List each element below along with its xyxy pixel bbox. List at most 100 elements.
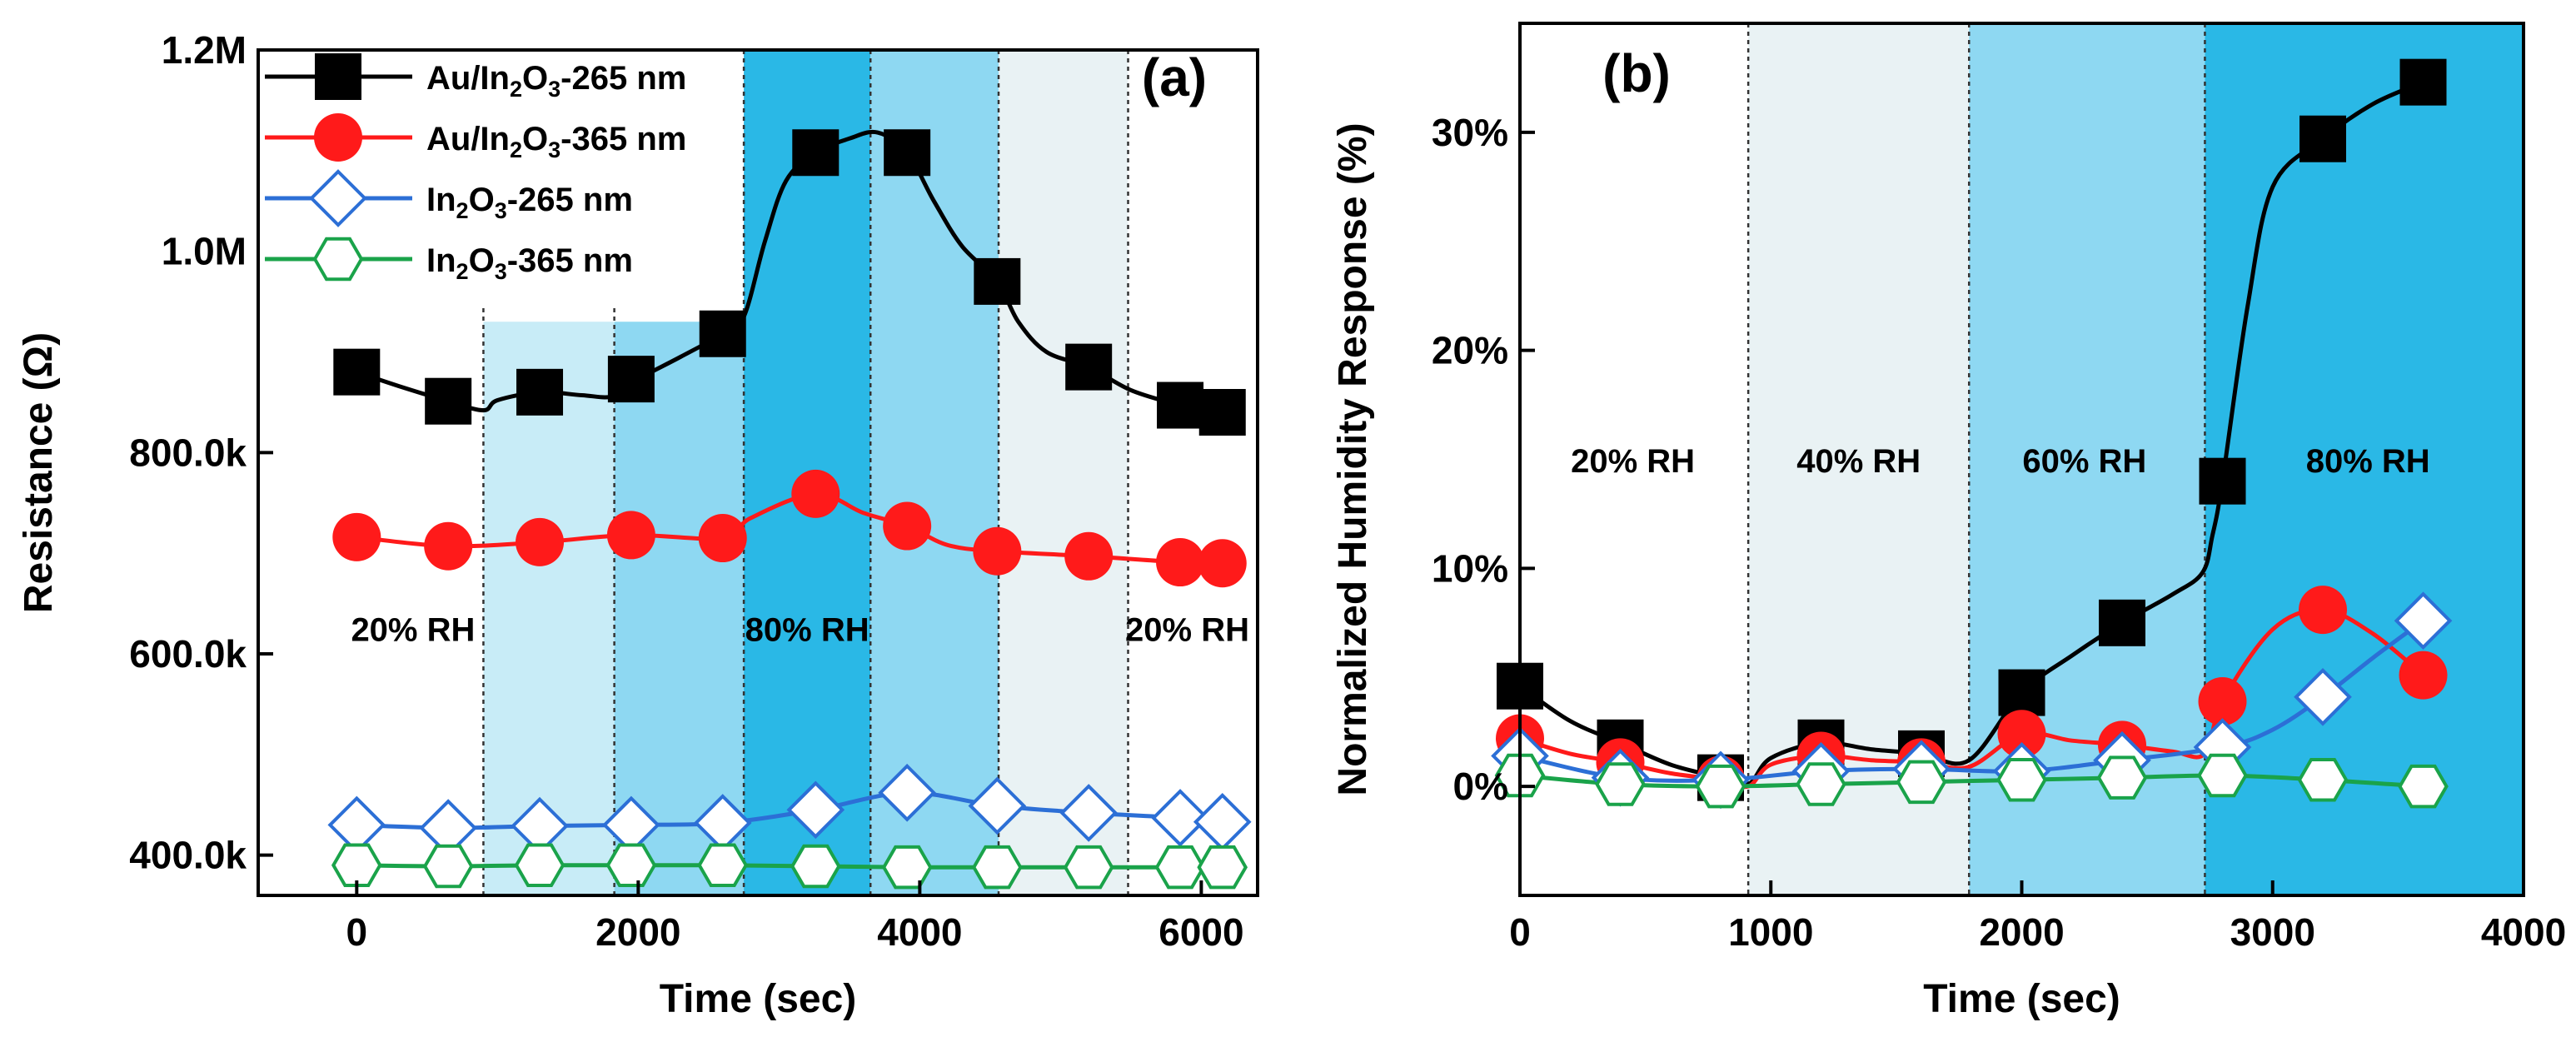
x-axis-label: Time (sec) bbox=[660, 977, 857, 1021]
data-point bbox=[1157, 381, 1204, 429]
legend-subscript: 3 bbox=[548, 77, 561, 102]
data-point bbox=[973, 526, 1022, 576]
rh-region bbox=[999, 50, 1129, 895]
data-point bbox=[332, 512, 381, 561]
data-point bbox=[2399, 58, 2447, 106]
data-point bbox=[791, 469, 840, 518]
legend-text-part: -365 nm bbox=[561, 121, 686, 157]
plot-frame bbox=[257, 48, 1259, 897]
data-point bbox=[1996, 758, 2047, 802]
data-point bbox=[605, 843, 657, 887]
y-tick-label: 1.0M bbox=[162, 230, 247, 273]
legend-text-part: In bbox=[426, 182, 456, 218]
data-point bbox=[881, 845, 933, 890]
data-point bbox=[1064, 531, 1114, 581]
series-line bbox=[1519, 607, 2425, 790]
data-point bbox=[1156, 538, 1205, 587]
data-point bbox=[792, 129, 840, 177]
data-point bbox=[1198, 389, 1246, 436]
data-point bbox=[968, 776, 1027, 835]
data-point bbox=[1193, 792, 1252, 851]
data-point bbox=[2299, 115, 2346, 162]
legend-text-part: -265 nm bbox=[561, 60, 686, 97]
rh-region bbox=[870, 50, 999, 895]
legend-subscript: 3 bbox=[495, 198, 507, 223]
rh-annotation: 20% RH bbox=[1125, 611, 1249, 648]
x-tick-label: 0 bbox=[1509, 910, 1531, 954]
data-point bbox=[786, 780, 845, 840]
data-point bbox=[2398, 764, 2449, 809]
y-tick-label: 800.0k bbox=[129, 431, 247, 474]
legend-label: In2O3-365 nm bbox=[426, 242, 633, 284]
data-point bbox=[699, 310, 746, 357]
data-point bbox=[971, 845, 1023, 890]
legend-text-part: -365 nm bbox=[507, 242, 633, 279]
legend-label: In2O3-265 nm bbox=[426, 182, 633, 223]
data-point bbox=[2096, 755, 2148, 800]
data-point bbox=[1197, 845, 1248, 890]
data-point bbox=[2294, 667, 2352, 726]
x-axis-label: Time (sec) bbox=[1923, 977, 2120, 1021]
data-point bbox=[1796, 762, 1846, 806]
x-tick-label: 2000 bbox=[1979, 910, 2064, 954]
legend-marker bbox=[312, 237, 364, 282]
legend-text-part: O bbox=[522, 121, 548, 157]
y-tick-label: 600.0k bbox=[129, 632, 247, 676]
data-point bbox=[1065, 343, 1113, 391]
x-tick-label: 4000 bbox=[877, 910, 962, 954]
data-point bbox=[1595, 762, 1646, 806]
rh-region bbox=[2205, 23, 2524, 895]
legend-text-part: O bbox=[522, 60, 548, 97]
data-point bbox=[422, 844, 474, 889]
data-point bbox=[2399, 651, 2448, 700]
x-tick-label: 1000 bbox=[1728, 910, 1813, 954]
data-point bbox=[2297, 758, 2349, 802]
x-tick-label: 0 bbox=[346, 910, 368, 954]
legend-subscript: 3 bbox=[548, 137, 561, 162]
panel-a-chart: 20% RH 80% RH 20% RH 0 2000 4000 6000 400.0k 600… bbox=[17, 28, 1259, 1021]
data-point bbox=[2197, 753, 2248, 798]
data-point bbox=[1059, 784, 1119, 842]
rh-region bbox=[483, 322, 615, 895]
x-tick-label: 4000 bbox=[2481, 910, 2566, 954]
data-point bbox=[2198, 677, 2247, 726]
data-point bbox=[516, 517, 565, 566]
data-point bbox=[1154, 845, 1206, 890]
data-point bbox=[974, 257, 1021, 305]
rh-annotation: 40% RH bbox=[1796, 443, 1921, 480]
legend-text-part: O bbox=[469, 242, 495, 279]
legend-text-part: Au/In bbox=[426, 60, 510, 97]
panel-label: (a) bbox=[1142, 47, 1207, 107]
y-axis-label: Resistance (Ω) bbox=[17, 332, 61, 613]
data-point bbox=[516, 368, 564, 416]
legend-text-part: -265 nm bbox=[507, 182, 633, 218]
data-point bbox=[883, 501, 932, 551]
y-tick-label: 10% bbox=[1432, 546, 1508, 590]
legend-subscript: 2 bbox=[456, 259, 469, 284]
panel-b-chart: 20% RH 40% RH 60% RH 80% RH 0 1000 2000 3000 400… bbox=[1331, 22, 2566, 1021]
y-tick-label: 1.2M bbox=[162, 28, 247, 72]
legend-subscript: 2 bbox=[510, 137, 522, 162]
legend-text-part: In bbox=[426, 242, 456, 279]
data-point bbox=[425, 377, 472, 425]
legend-text-part: Au/In bbox=[426, 121, 510, 157]
data-point bbox=[790, 844, 841, 889]
y-axis-label: Normalized Humidity Response (%) bbox=[1331, 122, 1375, 795]
data-point bbox=[1998, 669, 2045, 716]
legend-subscript: 2 bbox=[510, 77, 522, 102]
data-point bbox=[1695, 764, 1746, 809]
legend-marker bbox=[309, 169, 367, 227]
y-tick-label: 20% bbox=[1432, 329, 1508, 372]
y-tick-label: 0% bbox=[1453, 765, 1508, 808]
data-point bbox=[1896, 760, 1947, 805]
legend-marker bbox=[315, 53, 361, 100]
legend-label: Au/In2O3-365 nm bbox=[426, 121, 686, 162]
data-point bbox=[331, 843, 382, 887]
series-line bbox=[1519, 773, 2424, 789]
data-point bbox=[1198, 539, 1247, 588]
y-tick-label: 400.0k bbox=[129, 834, 247, 877]
data-point bbox=[2299, 586, 2347, 635]
data-point bbox=[2099, 599, 2145, 646]
